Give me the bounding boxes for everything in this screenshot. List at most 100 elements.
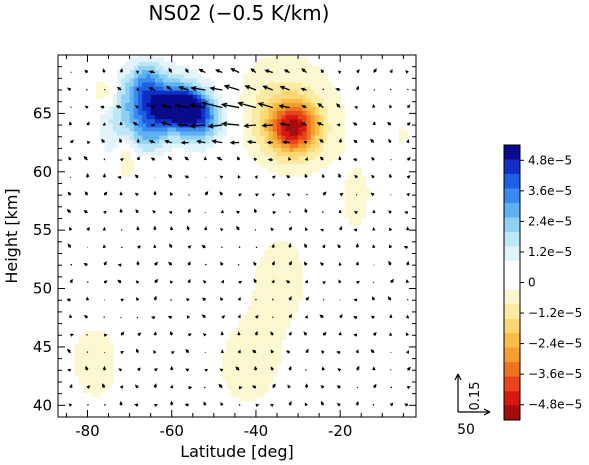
vector-arrow	[272, 383, 276, 389]
vector-arrow	[84, 105, 89, 109]
heat-cell	[268, 290, 274, 295]
heat-cell	[264, 359, 270, 365]
heat-cell	[260, 384, 265, 389]
heat-cell	[277, 331, 282, 336]
heat-cell	[138, 126, 143, 132]
heat-cell	[184, 118, 190, 124]
vector-shaft	[280, 123, 290, 126]
heat-cell	[100, 335, 105, 340]
heat-cell	[314, 126, 320, 132]
heat-cell	[285, 290, 291, 295]
heat-cell	[121, 118, 126, 124]
heat-cell	[264, 343, 270, 349]
heat-cell	[251, 367, 257, 373]
heat-cell	[277, 114, 282, 120]
heat-cell	[163, 69, 169, 75]
heat-cell	[277, 143, 282, 148]
heat-cell	[323, 147, 329, 152]
heat-cell	[298, 114, 303, 120]
heat-cell	[272, 282, 278, 287]
heat-cell	[209, 134, 215, 140]
heat-cell	[357, 192, 362, 197]
vector-head	[103, 333, 108, 337]
heat-cell	[293, 171, 299, 177]
heat-cell	[247, 331, 253, 336]
heat-cell	[310, 167, 316, 173]
vector-head	[281, 140, 287, 145]
vector-head	[406, 260, 410, 265]
vector-arrow	[272, 211, 277, 215]
heat-cell	[255, 376, 261, 381]
heat-cell	[218, 98, 223, 103]
vector-arrow	[336, 123, 341, 127]
heat-cell	[260, 392, 265, 398]
heat-cell	[289, 102, 295, 107]
heat-cell	[399, 139, 404, 144]
heat-cell	[344, 208, 350, 214]
heat-cell	[138, 73, 143, 79]
heat-cell	[285, 65, 291, 71]
heat-cell	[213, 110, 219, 116]
heat-cell	[95, 367, 101, 373]
heat-cell	[340, 122, 345, 128]
heat-cell	[150, 73, 156, 79]
vector-head	[219, 191, 223, 196]
vector-head	[188, 333, 192, 337]
heat-cell	[146, 110, 152, 116]
heat-cell	[146, 81, 152, 87]
vector-arrow	[319, 138, 324, 144]
heat-cell	[268, 249, 274, 255]
vector-head	[188, 386, 193, 390]
heat-cell	[285, 143, 291, 148]
vector-arrow	[303, 261, 308, 266]
heat-cell	[83, 372, 89, 377]
heat-cell	[331, 110, 337, 116]
heat-cell	[285, 269, 291, 275]
vector-arrow	[87, 403, 89, 406]
heat-cell	[264, 134, 270, 140]
vector-arrow	[100, 105, 105, 109]
heat-cell	[319, 122, 324, 128]
heat-cell	[213, 126, 219, 132]
heat-cell	[272, 130, 278, 136]
vector-arrow	[336, 403, 341, 407]
heat-cell	[310, 98, 316, 103]
heat-cell	[260, 359, 265, 365]
vector-arrow	[221, 121, 240, 127]
heat-cell	[306, 102, 312, 107]
heat-cell	[196, 114, 202, 120]
heat-cell	[293, 90, 299, 95]
heat-cell	[116, 118, 122, 124]
vector-shaft	[120, 316, 122, 319]
heat-cell	[121, 114, 126, 120]
vector-arrow	[102, 365, 107, 371]
vector-arrow	[278, 104, 290, 109]
heat-cell	[163, 85, 169, 91]
heat-cell	[264, 376, 270, 381]
heat-cell	[348, 208, 354, 214]
heat-cell	[87, 363, 93, 369]
vector-arrow	[169, 226, 174, 231]
heat-cell	[260, 339, 265, 345]
vector-arrow	[338, 262, 342, 266]
vector-shaft	[372, 281, 375, 284]
vector-head	[209, 86, 216, 92]
heat-cell	[323, 77, 329, 83]
heat-cell	[260, 77, 265, 83]
heat-cell	[264, 298, 270, 304]
heat-cell	[281, 322, 287, 328]
vector-head	[103, 191, 108, 196]
heat-cell	[247, 118, 253, 124]
heat-cell	[159, 57, 164, 63]
heat-cell	[159, 102, 164, 107]
heat-cell	[327, 85, 333, 91]
vector-arrow	[102, 244, 106, 249]
vector-head	[285, 280, 290, 284]
heat-cell	[239, 343, 244, 349]
vector-arrow	[406, 104, 411, 109]
vector-head	[134, 384, 139, 389]
heat-cell	[260, 57, 265, 63]
heat-cell	[277, 98, 282, 103]
vector-head	[169, 400, 174, 405]
heat-cell	[125, 81, 131, 87]
